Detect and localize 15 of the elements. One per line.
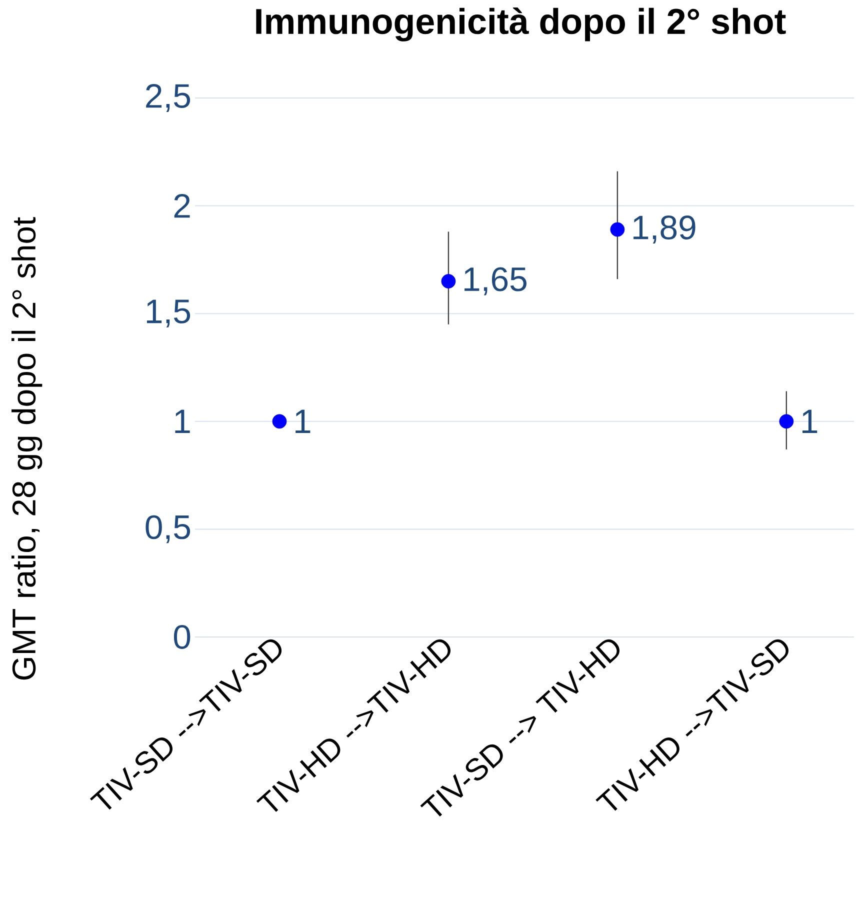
data-label: 1	[296, 410, 310, 434]
point	[779, 414, 794, 429]
y-tick-label: 1	[175, 410, 190, 434]
point	[610, 222, 625, 237]
chart-title: Immunogenicità dopo il 2° shot	[256, 8, 786, 42]
data-label: 1	[802, 410, 818, 434]
data-label: 1,89	[634, 216, 696, 244]
y-tick-label: 1,5	[146, 300, 190, 328]
data-label: 1,65	[464, 267, 526, 296]
y-axis-title: GMT ratio, 28 gg dopo il 2° shot	[12, 217, 42, 680]
point	[441, 274, 456, 288]
y-tick-label: 2	[174, 194, 190, 218]
y-tick-label: 0,5	[146, 515, 190, 544]
y-tick-label: 2,5	[146, 84, 190, 112]
point	[272, 414, 287, 429]
